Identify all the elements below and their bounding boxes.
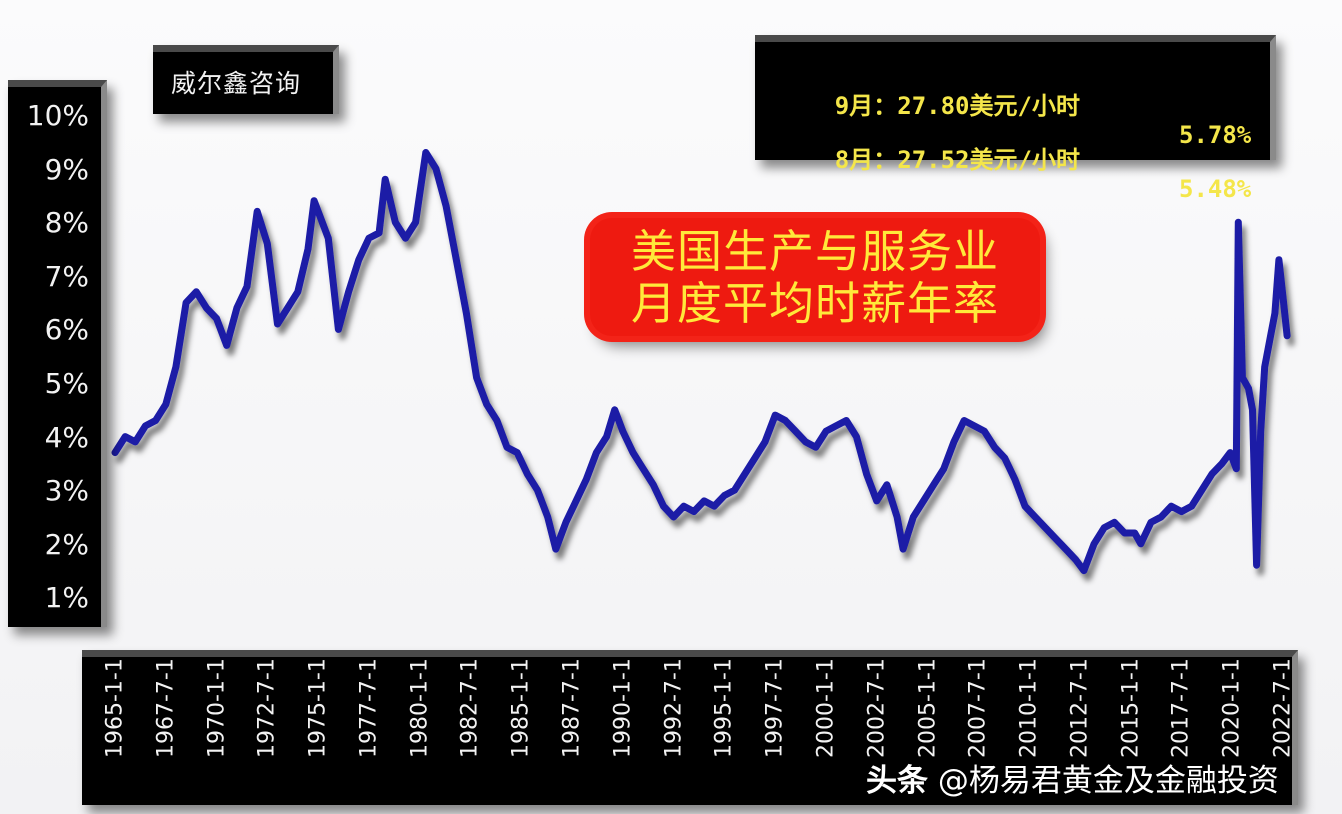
x-tick-label: 2012-7-1 xyxy=(1067,658,1093,758)
info-month: 9月：27.80美元/小时 xyxy=(834,92,1080,120)
y-tick-label: 2% xyxy=(44,527,89,561)
chart-title-line1: 美国生产与服务业 xyxy=(630,225,999,278)
y-tick-label: 3% xyxy=(44,474,89,508)
x-tick: 1980-1-1 xyxy=(400,657,440,797)
chart-title-badge: 美国生产与服务业 月度平均时薪年率 xyxy=(590,218,1040,336)
x-tick-label: 1985-1-1 xyxy=(508,658,534,758)
y-axis-panel: 10% 9% 8% 7% 6% 5% 4% 3% 2% 1% xyxy=(8,80,107,627)
x-tick: 2000-1-1 xyxy=(806,657,846,797)
x-tick: 1987-7-1 xyxy=(552,657,592,797)
info-row-september: 9月：27.80美元/小时 5.78% xyxy=(777,58,1251,177)
x-tick: 1995-1-1 xyxy=(704,657,744,797)
x-tick-label: 2017-7-1 xyxy=(1168,658,1194,758)
info-month: 8月：27.52美元/小时 xyxy=(834,146,1080,174)
watermark-text: @杨易君黄金及金融投资 xyxy=(937,763,1279,799)
watermark-prefix: 头条 xyxy=(866,763,928,799)
x-tick-label: 1982-7-1 xyxy=(457,658,483,758)
x-tick: 1965-1-1 xyxy=(95,657,135,797)
y-tick-label: 10% xyxy=(26,99,89,132)
y-tick-label: 7% xyxy=(44,259,89,293)
x-tick-label: 1987-7-1 xyxy=(559,658,585,758)
latest-values-box: 9月：27.80美元/小时 5.78% 8月：27.52美元/小时 5.48% xyxy=(755,35,1276,203)
x-tick-label: 1990-1-1 xyxy=(610,658,636,758)
x-axis-panel: 1965-1-1 1967-7-1 1970-1-1 1972-7-1 1975-1-1… xyxy=(82,650,1298,805)
x-tick-label: 1970-1-1 xyxy=(204,658,230,758)
y-tick-label: 6% xyxy=(44,313,89,347)
x-tick: 1970-1-1 xyxy=(197,657,237,797)
x-tick-label: 2005-1-1 xyxy=(915,658,941,758)
x-tick-label: 1967-7-1 xyxy=(153,658,179,758)
x-tick-label: 1992-7-1 xyxy=(661,658,687,758)
y-tick-label: 1% xyxy=(44,581,89,615)
x-tick-label: 2022-7-1 xyxy=(1270,658,1296,758)
wage-growth-line xyxy=(111,149,1291,575)
y-tick-label: 5% xyxy=(44,367,89,400)
brand-label: 威尔鑫咨询 xyxy=(171,69,302,98)
x-tick-label: 2002-7-1 xyxy=(864,658,890,758)
brand-label-box: 威尔鑫咨询 xyxy=(153,45,339,114)
x-tick-label: 2020-1-1 xyxy=(1219,658,1245,758)
x-tick-label: 1972-7-1 xyxy=(254,658,280,758)
x-tick-label: 1977-7-1 xyxy=(356,658,382,758)
x-tick: 1975-1-1 xyxy=(298,657,338,797)
x-tick: 1997-7-1 xyxy=(755,657,795,797)
info-row-august: 8月：27.52美元/小时 5.48% xyxy=(777,112,1251,231)
x-tick-label: 2010-1-1 xyxy=(1016,658,1042,758)
x-tick-label: 1965-1-1 xyxy=(102,658,128,758)
x-tick-label: 1995-1-1 xyxy=(711,658,737,758)
x-tick: 1972-7-1 xyxy=(247,657,287,797)
chart-title-line2: 月度平均时薪年率 xyxy=(630,277,999,330)
x-tick-label: 2007-7-1 xyxy=(965,658,991,758)
x-tick: 1985-1-1 xyxy=(501,657,541,797)
x-tick-label: 1997-7-1 xyxy=(762,658,788,758)
x-tick-label: 1980-1-1 xyxy=(407,658,433,758)
x-tick: 1967-7-1 xyxy=(146,657,186,797)
x-tick: 1977-7-1 xyxy=(349,657,389,797)
x-tick: 1982-7-1 xyxy=(450,657,490,797)
info-pct: 5.78% xyxy=(1179,121,1252,149)
info-pct: 5.48% xyxy=(1179,175,1252,203)
x-tick-label: 1975-1-1 xyxy=(305,658,331,758)
y-tick-label: 8% xyxy=(44,206,89,240)
y-tick-label: 9% xyxy=(44,152,89,186)
y-tick-label: 4% xyxy=(44,420,89,454)
x-tick-label: 2015-1-1 xyxy=(1118,658,1144,758)
x-tick: 1992-7-1 xyxy=(654,657,694,797)
watermark: 头条 @杨易君黄金及金融投资 xyxy=(866,755,1279,800)
x-tick-label: 2000-1-1 xyxy=(813,658,839,758)
x-tick: 1990-1-1 xyxy=(603,657,643,797)
